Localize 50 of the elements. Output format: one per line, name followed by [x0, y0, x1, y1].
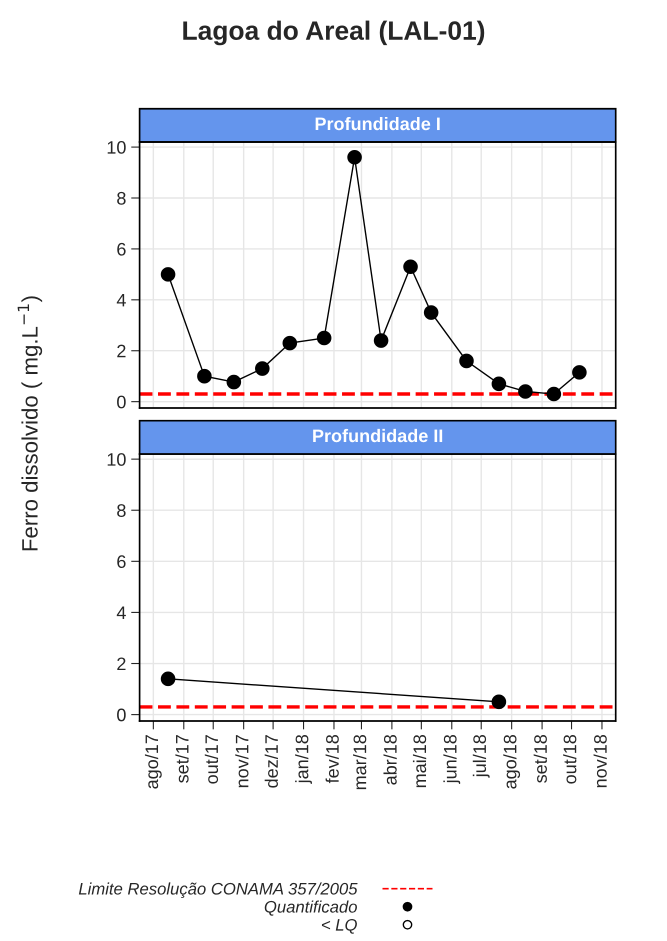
x-tick-label: out/18	[563, 734, 576, 784]
point	[282, 336, 298, 350]
y-axis-title: Ferro dissolvido ( mg.L$^{−1}$)	[18, 296, 42, 550]
y-tick-label: 2	[117, 657, 126, 670]
y-tick-label: 4	[116, 294, 126, 306]
point	[160, 267, 176, 282]
chart-title: Profundidade I	[316, 116, 440, 130]
y-tick-label: 0	[117, 396, 126, 408]
x-tick-label: jun/18	[443, 734, 460, 784]
x-tick-label: jan/18	[295, 734, 312, 784]
point	[424, 305, 438, 320]
x-tick-label: fev/18	[326, 734, 339, 784]
x-tick-label: out/17	[204, 735, 218, 784]
y-tick-label: 6	[117, 242, 126, 256]
point	[492, 376, 506, 392]
point	[518, 384, 533, 399]
point	[572, 365, 587, 380]
point	[226, 374, 242, 390]
y-tick-label: 10	[108, 453, 126, 466]
legend-label: Limite Resolução CONAMA 357/2005	[78, 882, 358, 898]
x-tick-label: abr/18	[383, 734, 397, 785]
text: < LQ	[322, 918, 357, 934]
x-tick-label: mar/18	[353, 734, 366, 790]
y-tick-label: 2	[117, 344, 126, 358]
point	[255, 361, 270, 376]
y-tick-label: 8	[117, 192, 126, 205]
point	[403, 259, 418, 274]
point	[546, 386, 562, 402]
x-tick-label: ago/18	[503, 734, 520, 789]
x-tick-label: set/17	[175, 735, 189, 783]
x-tick-label: mai/18	[412, 734, 426, 788]
x-tick-label: dez/17	[264, 735, 278, 788]
x-tick-label: nov/17	[235, 735, 249, 788]
point	[347, 150, 362, 165]
y-tick-label: 0	[117, 708, 126, 722]
y-tick-label: 10	[108, 141, 126, 154]
x-tick-label: nov/18	[594, 734, 607, 788]
text: Quantificado	[264, 900, 357, 916]
y-tick-label: 8	[117, 504, 126, 517]
point	[374, 333, 388, 348]
x-tick-label: set/18	[534, 734, 547, 783]
point	[316, 330, 332, 346]
x-tick-label: ago/17	[144, 735, 162, 789]
point	[197, 368, 212, 384]
x-tick-label: jul/18	[472, 734, 490, 778]
point	[459, 354, 474, 368]
y-tick-label: 6	[117, 555, 126, 568]
text: Lagoa do Areal (LAL-01)	[183, 20, 484, 46]
y-tick-label: 4	[116, 606, 126, 619]
chart-title: Profundidade II	[313, 428, 442, 442]
